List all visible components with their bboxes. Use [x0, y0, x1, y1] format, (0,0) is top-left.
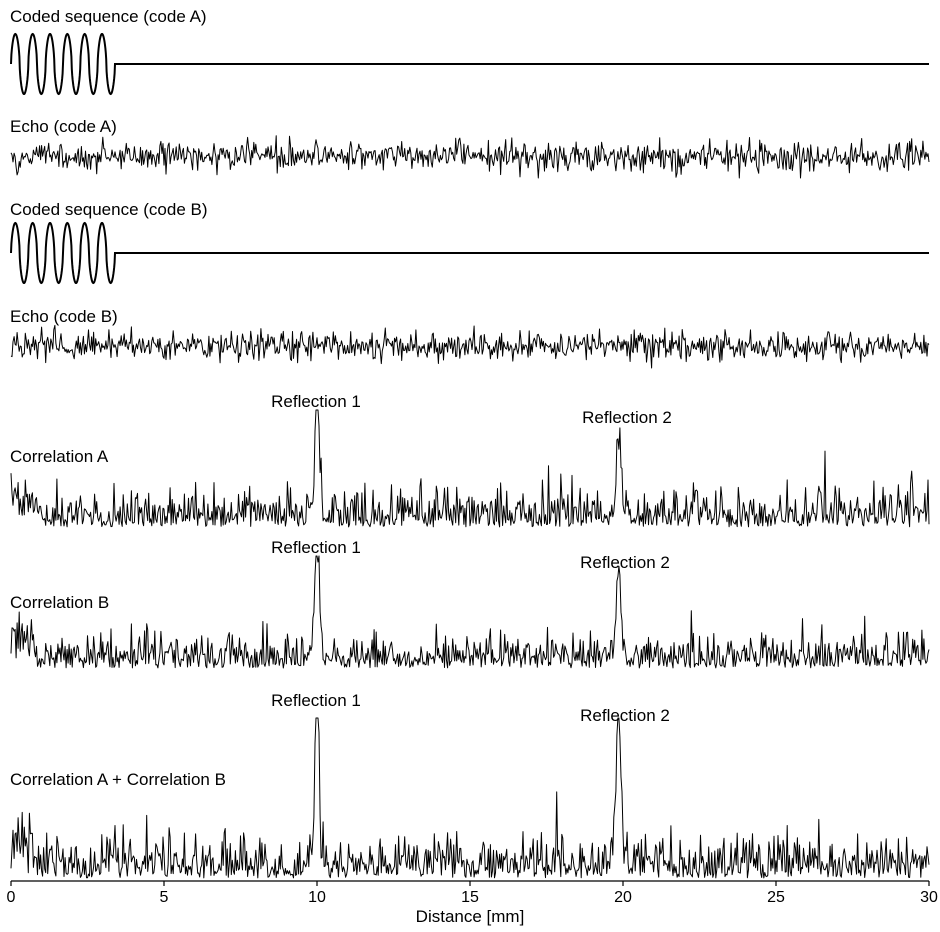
- x-tick-label: 15: [461, 889, 479, 906]
- echo-trace-echoB: [10, 324, 930, 369]
- echo-trace-echoA: [10, 135, 930, 179]
- panel-label-seqB: Coded sequence (code B): [10, 200, 208, 219]
- peak-annotation-corrB-1: Reflection 1: [271, 538, 361, 557]
- x-tick-label: 25: [767, 889, 785, 906]
- coded-sequence-seqA: [10, 32, 929, 96]
- x-tick-label: 10: [308, 889, 326, 906]
- correlation-trace-corrA: [10, 409, 930, 528]
- panel-corrB: Correlation B Reflection 1 Reflection 2: [10, 538, 930, 669]
- panel-label-echoA: Echo (code A): [10, 117, 117, 136]
- panel-seqB: Coded sequence (code B): [10, 200, 929, 285]
- panel-label-corrB: Correlation B: [10, 593, 109, 612]
- panel-label-seqA: Coded sequence (code A): [10, 7, 207, 26]
- panel-corrA: Correlation A Reflection 1 Reflection 2: [10, 392, 930, 528]
- x-tick-label: 0: [7, 889, 16, 906]
- panel-echoA: Echo (code A): [10, 117, 930, 179]
- correlation-trace-corrAB: [10, 717, 930, 879]
- peak-annotation-corrA-1: Reflection 1: [271, 392, 361, 411]
- panel-seqA: Coded sequence (code A): [10, 7, 929, 96]
- x-tick-label: 5: [160, 889, 169, 906]
- x-tick-label: 30: [920, 889, 938, 906]
- peak-annotation-corrA-2: Reflection 2: [582, 408, 672, 427]
- panel-echoB: Echo (code B): [10, 307, 930, 369]
- coded-sequence-seqB: [10, 221, 929, 285]
- panels-layer: Coded sequence (code A) Echo (code A) Code…: [10, 7, 930, 879]
- x-axis: 0 5 10 15 20 25 30 Distance [mm]: [7, 880, 938, 926]
- x-tick-label: 20: [614, 889, 632, 906]
- correlation-trace-corrB: [10, 555, 930, 669]
- panel-label-corrA: Correlation A: [10, 447, 109, 466]
- panel-label-corrAB: Correlation A + Correlation B: [10, 770, 226, 789]
- x-axis-title: Distance [mm]: [416, 907, 525, 926]
- panel-corrAB: Correlation A + Correlation B Reflection …: [10, 691, 930, 879]
- panel-label-echoB: Echo (code B): [10, 307, 118, 326]
- peak-annotation-corrAB-1: Reflection 1: [271, 691, 361, 710]
- peak-annotation-corrAB-2: Reflection 2: [580, 706, 670, 725]
- peak-annotation-corrB-2: Reflection 2: [580, 553, 670, 572]
